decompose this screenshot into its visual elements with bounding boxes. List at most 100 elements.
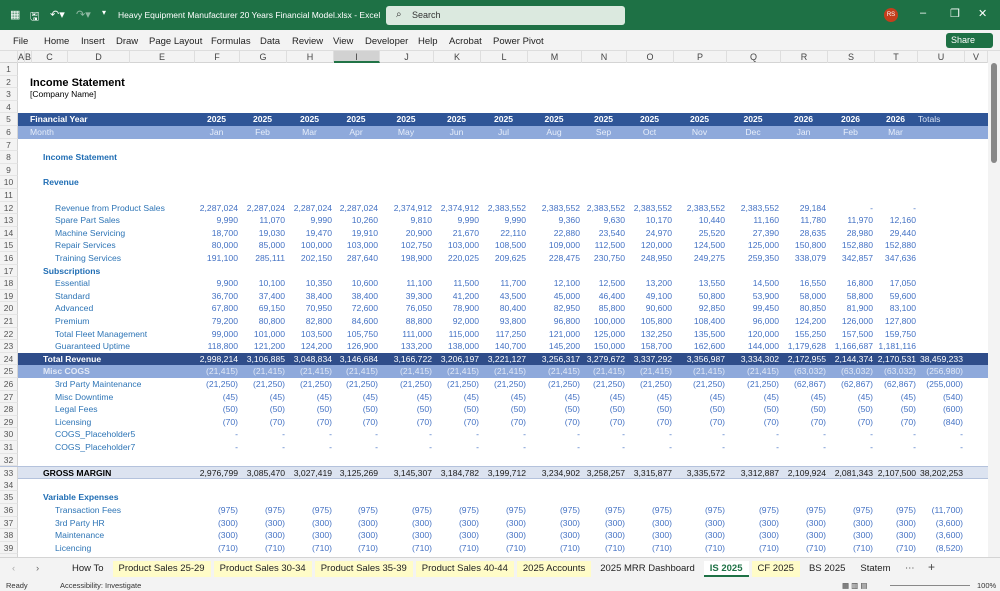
- row-number[interactable]: 15: [0, 239, 18, 252]
- cell-value[interactable]: 159,750: [884, 328, 916, 339]
- cell-value[interactable]: 115,000: [448, 328, 479, 339]
- cell-value[interactable]: 80,850: [799, 303, 826, 314]
- row-number[interactable]: 18: [0, 277, 18, 290]
- row-total[interactable]: 38,202,253: [919, 468, 963, 479]
- cell-value[interactable]: 105,750: [346, 328, 378, 339]
- cell-value[interactable]: (975): [217, 505, 238, 515]
- cell-value[interactable]: 19,910: [351, 227, 378, 238]
- cell-value[interactable]: (21,415): [639, 366, 672, 377]
- cell-value[interactable]: (300): [895, 530, 916, 541]
- cell-value[interactable]: (21,250): [692, 379, 725, 389]
- cell-value[interactable]: -: [913, 429, 916, 440]
- cell-value[interactable]: (300): [559, 530, 580, 541]
- row-label[interactable]: Month: [30, 127, 54, 137]
- cell-value[interactable]: 2,109,924: [787, 468, 826, 479]
- row-number[interactable]: 31: [0, 441, 18, 454]
- cell-value[interactable]: 3,279,672: [586, 353, 625, 364]
- row-label[interactable]: Transaction Fees: [55, 505, 122, 515]
- cell-value[interactable]: Jan: [209, 127, 224, 137]
- column-header-R[interactable]: R: [781, 51, 828, 63]
- cell-value[interactable]: -: [523, 442, 526, 452]
- cell-value[interactable]: 3,199,712: [487, 468, 526, 479]
- row-number[interactable]: 39: [0, 541, 18, 555]
- cell-value[interactable]: (300): [357, 517, 378, 528]
- row-label[interactable]: Standard: [55, 290, 90, 301]
- cell-value[interactable]: 16,550: [799, 278, 826, 289]
- row-number[interactable]: 1: [0, 63, 18, 76]
- cell-value[interactable]: May: [397, 127, 415, 137]
- cell-value[interactable]: 2026: [885, 114, 906, 125]
- row-number[interactable]: 20: [0, 302, 18, 315]
- cell-value[interactable]: (710): [411, 542, 432, 553]
- row-total[interactable]: Totals: [918, 114, 941, 125]
- cell-value[interactable]: (50): [609, 404, 625, 415]
- view-icons[interactable]: ▦ ▥ ▤: [842, 581, 868, 590]
- cell-value[interactable]: (70): [709, 416, 725, 427]
- share-button[interactable]: Share: [946, 33, 993, 48]
- cell-value[interactable]: 10,260: [351, 215, 378, 226]
- row-number[interactable]: 7: [0, 138, 18, 152]
- cell-value[interactable]: 67,800: [211, 303, 238, 314]
- cell-value[interactable]: 112,500: [594, 240, 625, 251]
- scroll-thumb[interactable]: [991, 63, 997, 163]
- row-label[interactable]: COGS_Placeholder5: [55, 429, 136, 440]
- cell-value[interactable]: 2025: [743, 114, 763, 125]
- cell-value[interactable]: 3,048,834: [293, 353, 332, 364]
- cell-value[interactable]: (45): [609, 391, 625, 402]
- cell-value[interactable]: (21,250): [399, 379, 432, 389]
- cell-value[interactable]: -: [722, 442, 725, 452]
- cell-value[interactable]: 2,998,214: [199, 353, 238, 364]
- cell-value[interactable]: 12,100: [553, 278, 580, 289]
- cell-value[interactable]: (300): [758, 530, 779, 541]
- row-number[interactable]: 32: [0, 453, 18, 467]
- cell-value[interactable]: Dec: [745, 127, 761, 137]
- cell-value[interactable]: 10,440: [698, 215, 725, 226]
- column-header-U[interactable]: U: [918, 51, 965, 63]
- cell-value[interactable]: (70): [416, 416, 432, 427]
- cell-value[interactable]: (21,250): [299, 379, 332, 389]
- cell-value[interactable]: (70): [316, 416, 332, 427]
- cell-value[interactable]: 3,312,887: [740, 468, 779, 479]
- cell-value[interactable]: 259,350: [747, 253, 779, 263]
- column-header-T[interactable]: T: [875, 51, 918, 63]
- cell-value[interactable]: (300): [895, 517, 916, 528]
- cell-value[interactable]: (300): [651, 517, 672, 528]
- cell-value[interactable]: 92,850: [698, 303, 725, 314]
- row-total[interactable]: (8,520): [935, 542, 963, 553]
- cell-value[interactable]: 162,600: [693, 341, 725, 352]
- cell-value[interactable]: Mar: [888, 127, 903, 137]
- sheet-tab-product-sales-30-34[interactable]: Product Sales 30-34: [213, 561, 312, 577]
- cell-value[interactable]: 9,900: [216, 278, 238, 289]
- cell-value[interactable]: 11,070: [259, 215, 285, 226]
- row-number[interactable]: 8: [0, 151, 18, 164]
- cell-value[interactable]: 125,000: [747, 240, 779, 251]
- cell-value[interactable]: (50): [564, 404, 580, 415]
- cell-value[interactable]: 78,900: [452, 303, 479, 314]
- cell-value[interactable]: -: [523, 429, 526, 440]
- row-label[interactable]: Advanced: [55, 303, 94, 314]
- sheet-tab-bs-2025[interactable]: BS 2025: [808, 563, 846, 574]
- cell-value[interactable]: 117,250: [495, 328, 526, 339]
- cell-value[interactable]: 12,500: [598, 278, 625, 289]
- cell-value[interactable]: (21,415): [252, 366, 285, 377]
- cell-value[interactable]: (45): [362, 391, 378, 402]
- row-number[interactable]: 23: [0, 340, 18, 353]
- cell-value[interactable]: 70,950: [305, 303, 332, 314]
- row-label[interactable]: Guaranteed Uptime: [55, 341, 130, 352]
- cell-value[interactable]: (50): [463, 404, 479, 415]
- more-sheets-icon[interactable]: ⋯: [905, 563, 915, 574]
- cell-value[interactable]: 17,050: [889, 278, 916, 289]
- cell-value[interactable]: (21,250): [205, 379, 238, 389]
- cell-value[interactable]: (300): [411, 517, 432, 528]
- column-header-B[interactable]: B: [25, 51, 32, 63]
- row-label[interactable]: Maintenance: [55, 530, 105, 541]
- cell-value[interactable]: (50): [316, 404, 332, 415]
- cell-value[interactable]: (300): [651, 530, 672, 541]
- row-label[interactable]: Premium: [55, 316, 90, 326]
- cell-value[interactable]: (70): [222, 416, 238, 427]
- cell-value[interactable]: (50): [222, 404, 238, 415]
- row-label[interactable]: Income Statement: [30, 76, 125, 89]
- menu-review[interactable]: Review: [292, 36, 324, 47]
- cell-value[interactable]: 2025: [396, 114, 416, 125]
- cell-value[interactable]: (50): [857, 404, 873, 415]
